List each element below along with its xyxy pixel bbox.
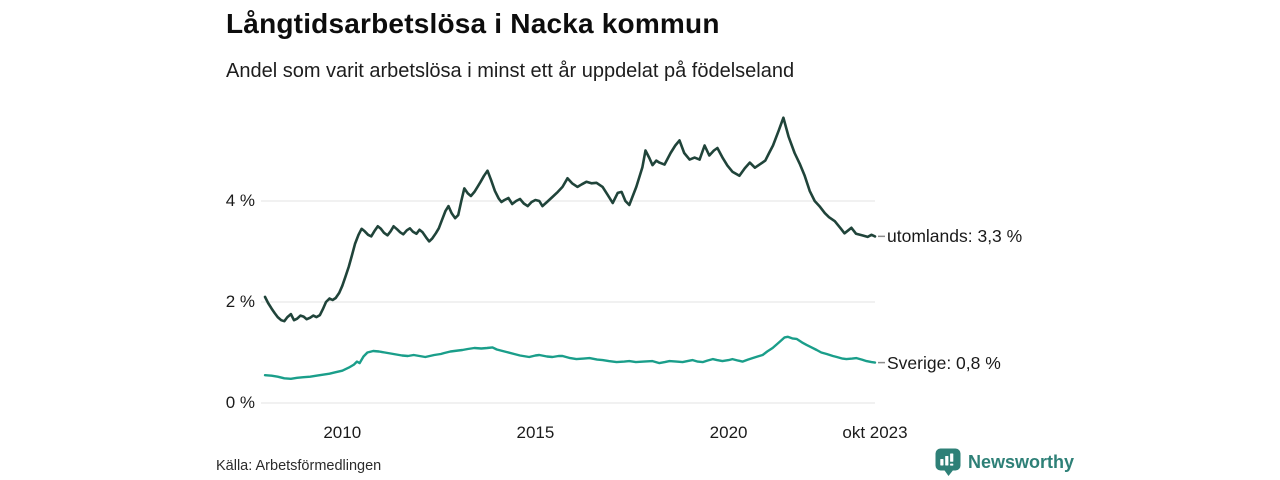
x-axis-label: 2015 (516, 423, 555, 442)
series-label-utomlands: utomlands: 3,3 % (887, 226, 1023, 246)
y-axis-label: 0 % (225, 393, 255, 412)
y-axis-label: 4 % (225, 191, 255, 210)
x-axis-label: 2010 (323, 423, 362, 442)
chart-subtitle: Andel som varit arbetslösa i minst ett å… (226, 60, 795, 82)
series-line-sverige (263, 335, 877, 380)
x-axis-label: 2020 (709, 423, 748, 442)
y-axis-label: 2 % (225, 292, 255, 311)
series-line-utomlands (263, 116, 877, 323)
brand-name: Newsworthy (968, 452, 1075, 472)
page-title: Långtidsarbetslösa i Nacka kommun (226, 8, 720, 39)
x-axis-label: okt 2023 (842, 423, 908, 442)
bar-chart-speech-bubble-icon (935, 448, 961, 476)
branding: Newsworthy (935, 448, 1074, 477)
source-note: Källa: Arbetsförmedlingen (216, 458, 382, 474)
series-label-sverige: Sverige: 0,8 % (887, 353, 1001, 373)
